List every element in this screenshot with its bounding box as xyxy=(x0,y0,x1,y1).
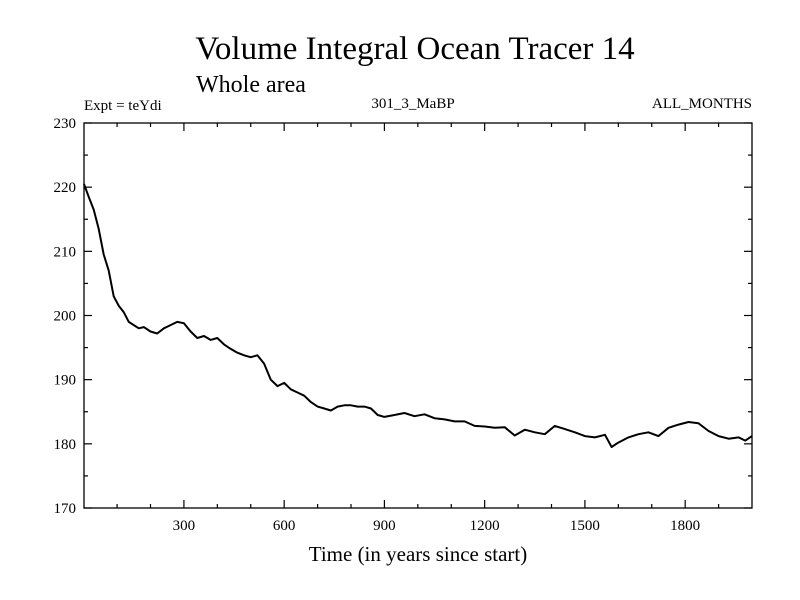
y-tick-label: 230 xyxy=(54,116,77,132)
x-tick-label: 1800 xyxy=(670,518,700,534)
y-tick-label: 190 xyxy=(54,373,77,389)
x-tick-label: 600 xyxy=(273,518,296,534)
y-tick-label: 170 xyxy=(54,501,77,517)
experiment-label: Expt = teYdi xyxy=(84,98,162,114)
y-tick-label: 210 xyxy=(54,244,77,260)
chart-title: Volume Integral Ocean Tracer 14 xyxy=(195,31,634,67)
run-label: 301_3_MaBP xyxy=(371,96,454,112)
x-tick-label: 1500 xyxy=(570,518,600,534)
y-tick-label: 180 xyxy=(54,437,77,453)
x-tick-label: 900 xyxy=(373,518,396,534)
y-tick-label: 220 xyxy=(54,180,77,196)
x-tick-label: 1200 xyxy=(470,518,500,534)
x-axis-label: Time (in years since start) xyxy=(309,542,528,566)
tick-labels: 170 180 190 200 210 220 230 300 600 900 1200 1500 18… xyxy=(54,116,701,534)
period-label: ALL_MONTHS xyxy=(652,96,752,112)
chart-subtitle: Whole area xyxy=(196,72,306,98)
axis-ticks xyxy=(84,122,752,509)
y-tick-label: 200 xyxy=(54,309,77,325)
series-line xyxy=(83,183,753,448)
plot-frame xyxy=(83,122,753,509)
x-tick-label: 300 xyxy=(173,518,196,534)
